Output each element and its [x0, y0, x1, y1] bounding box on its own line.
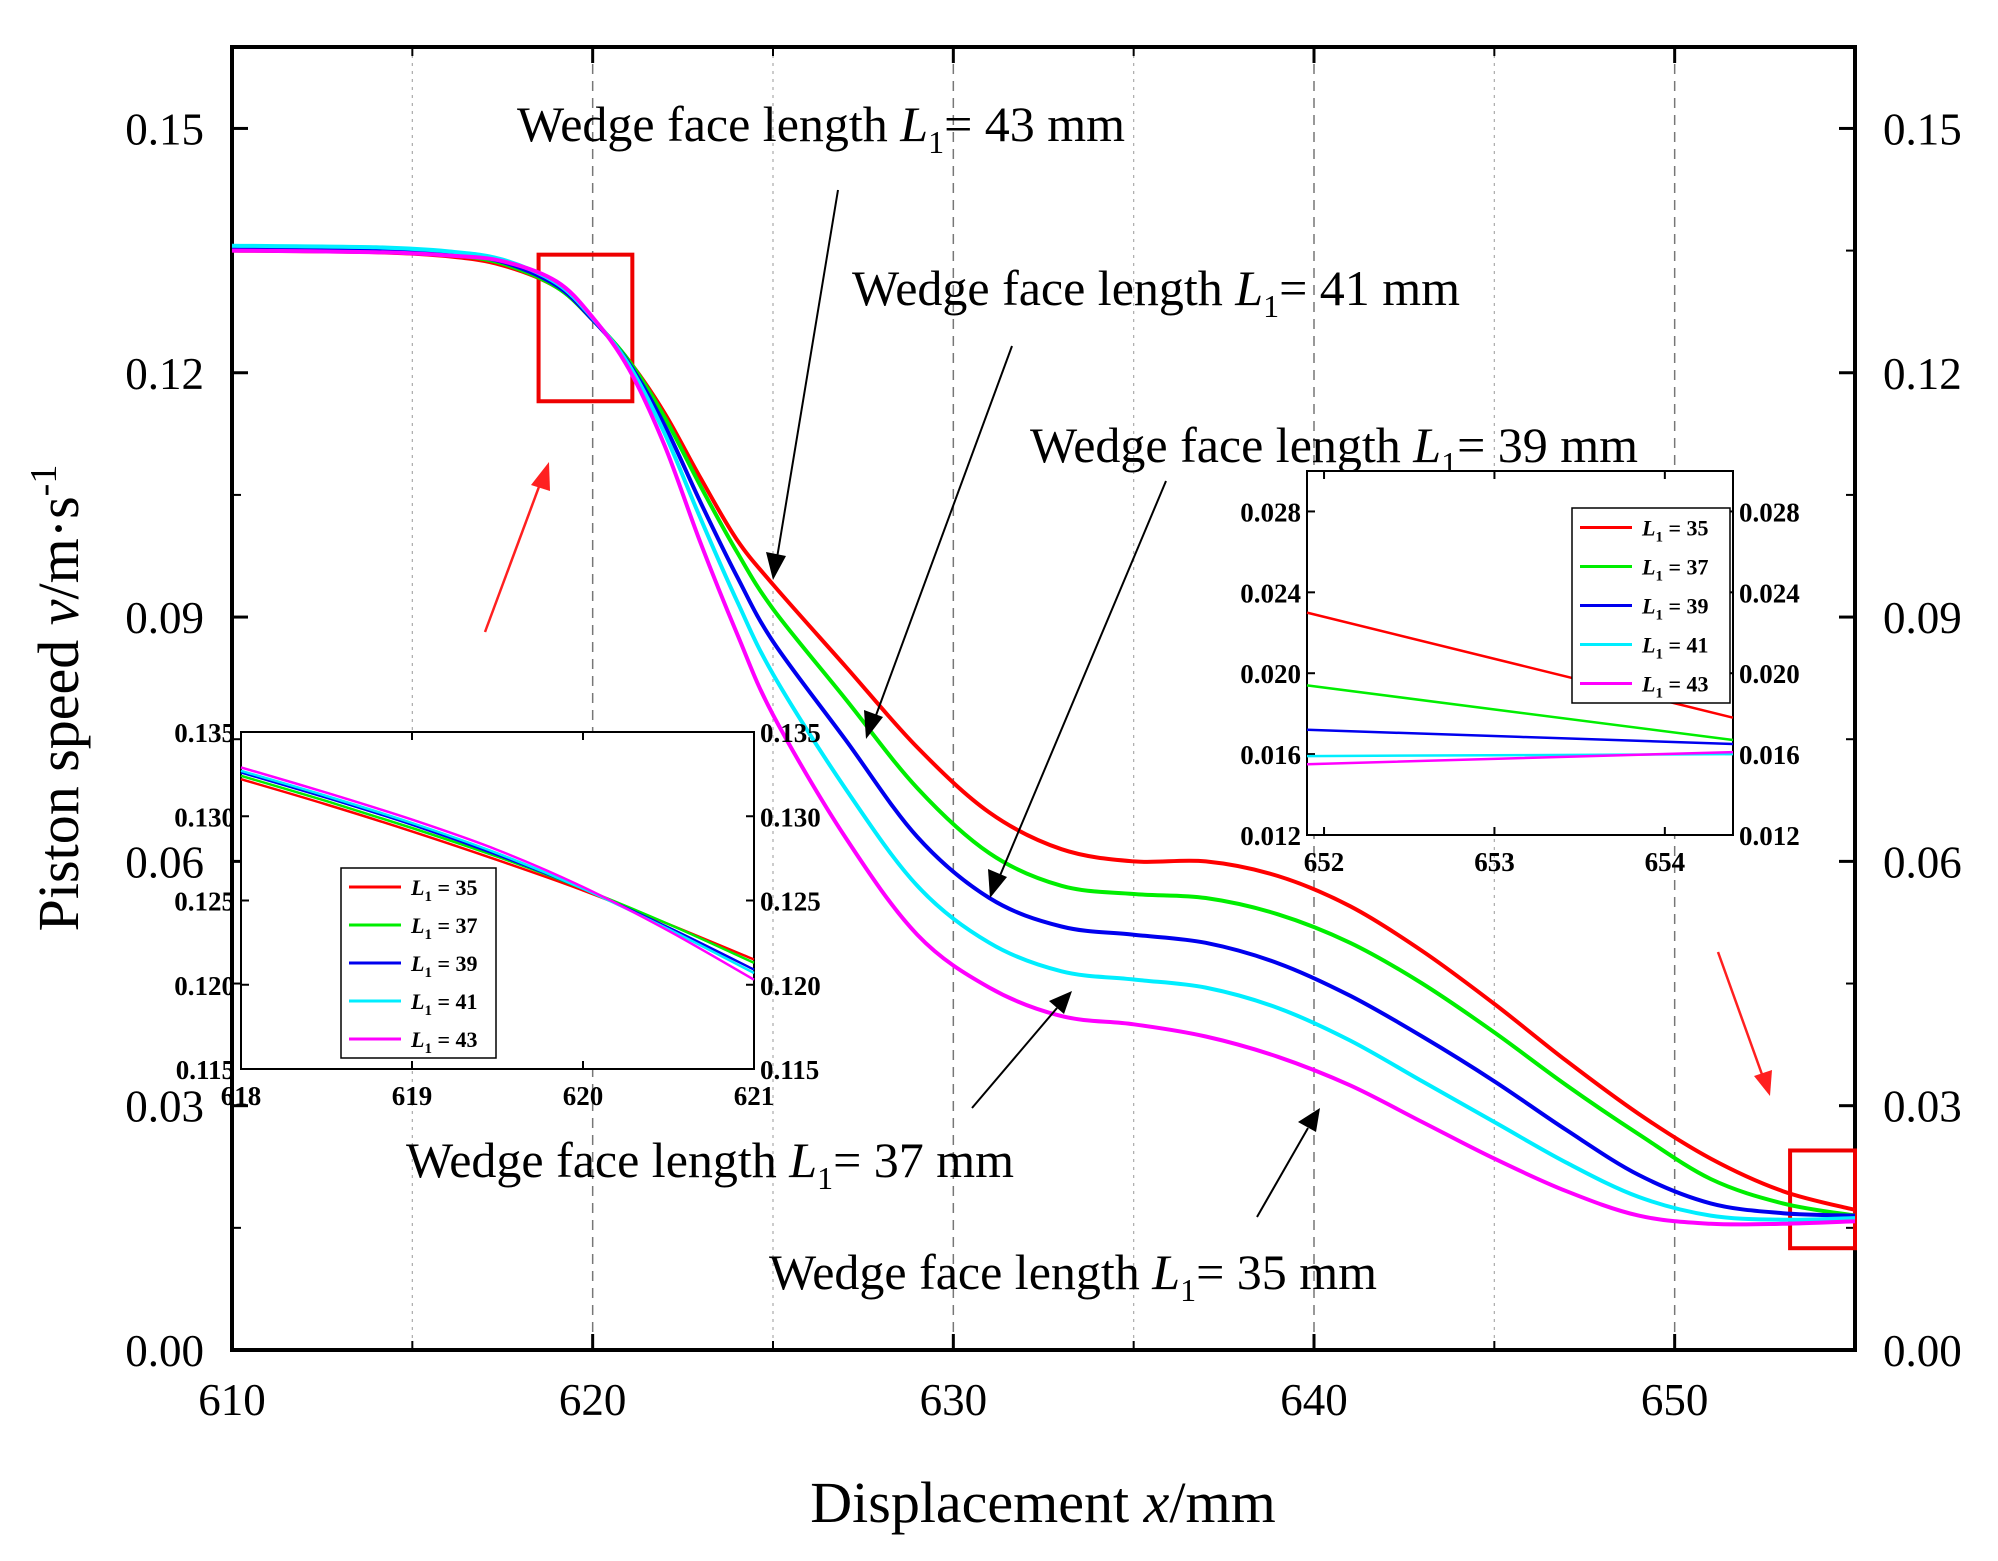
left-inset-x-tick-label-2: 620: [563, 1081, 604, 1111]
annotation-arrow-37: [971, 991, 1072, 1109]
annotation-label-41: Wedge face length L1= 41 mm: [852, 260, 1460, 324]
series-line-5: [231, 248, 1856, 1227]
left-inset-series-4: [240, 769, 755, 975]
main-series-lines: [231, 243, 1856, 1227]
right-inset-legend-label-5: L1 = 43: [1641, 672, 1709, 702]
x-tick-label-640: 640: [1280, 1375, 1348, 1425]
plot-frame: [230, 45, 1857, 1352]
right-inset-y-tick-label-right-0: 0.012: [1739, 821, 1800, 851]
y-tick-label-left-5: 0.15: [125, 104, 204, 154]
annotation-label-39: Wedge face length L1= 39 mm: [1030, 417, 1638, 481]
x-axis-title: Displacement x/mm: [810, 1470, 1275, 1535]
right-inset-series-5: [1306, 750, 1734, 766]
right-inset-series-1: [1306, 611, 1734, 719]
right-inset-y-tick-label-left-0: 0.012: [1240, 821, 1301, 851]
red-arrow-left: [483, 462, 550, 633]
right-inset-legend-label-3: L1 = 39: [1641, 594, 1709, 624]
zoom-box-right: [1788, 1148, 1857, 1251]
left-inset-series-2: [240, 774, 755, 964]
left-inset-series-3: [240, 771, 755, 971]
left-inset-y-tick-label-left-1: 0.120: [174, 971, 235, 1001]
right-inset-y-tick-label-right-1: 0.016: [1739, 740, 1800, 770]
right-inset-y-tick-label-right-3: 0.024: [1739, 578, 1800, 608]
left-inset-y-tick-label-right-1: 0.120: [760, 971, 821, 1001]
left-inset-y-tick-label-right-2: 0.125: [760, 887, 821, 917]
zoom-box-left: [536, 252, 635, 404]
right-inset-legend-label-2: L1 = 37: [1641, 555, 1709, 585]
right-inset-legend-label-4: L1 = 41: [1641, 633, 1709, 663]
x-tick-label-610: 610: [198, 1375, 266, 1425]
left-inset-legend-label-1: L1 = 35: [410, 875, 478, 905]
y-tick-label-right-1: 0.03: [1883, 1082, 1962, 1132]
right-inset-x-tick-label-1: 653: [1474, 847, 1515, 877]
right-inset-y-tick-label-left-4: 0.028: [1240, 497, 1301, 527]
annotation-label-43: Wedge face length L1= 43 mm: [517, 96, 1125, 160]
left-inset-legend-label-5: L1 = 43: [410, 1027, 478, 1057]
left-inset-legend-label-3: L1 = 39: [410, 951, 478, 981]
x-tick-label-620: 620: [559, 1375, 627, 1425]
left-inset-y-tick-label-right-4: 0.135: [760, 718, 821, 748]
y-tick-label-left-4: 0.12: [125, 349, 204, 399]
right-inset-y-tick-label-right-4: 0.028: [1739, 497, 1800, 527]
left-inset-y-tick-label-right-0: 0.115: [760, 1055, 819, 1085]
right-inset-y-tick-label-right-2: 0.020: [1739, 659, 1800, 689]
y-tick-label-left-1: 0.03: [125, 1082, 204, 1132]
y-tick-label-right-5: 0.15: [1883, 104, 1962, 154]
annotation-label-35: Wedge face length L1= 35 mm: [769, 1244, 1377, 1308]
x-tick-label-630: 630: [920, 1375, 988, 1425]
y-tick-label-left-2: 0.06: [125, 837, 204, 887]
y-tick-label-right-3: 0.09: [1883, 593, 1962, 643]
right-inset-series-2: [1306, 684, 1734, 742]
inset-left-frame: [240, 731, 755, 1070]
inset-right: 652 653 654 0.012 0.012 0.016 0.016 0.020 0.020 0…: [1240, 470, 1800, 877]
x-tick-label-650: 650: [1641, 1375, 1709, 1425]
y-tick-label-left-3: 0.09: [125, 593, 204, 643]
right-inset-y-tick-label-left-2: 0.020: [1240, 659, 1301, 689]
y-tick-label-left-0: 0.00: [125, 1326, 204, 1376]
left-inset-y-tick-label-right-3: 0.130: [760, 802, 821, 832]
annotation-arrow-43: [766, 189, 839, 580]
right-inset-x-tick-label-2: 654: [1645, 847, 1686, 877]
left-inset-legend-label-4: L1 = 41: [410, 989, 478, 1019]
y-tick-label-right-0: 0.00: [1883, 1326, 1962, 1376]
y-tick-label-right-2: 0.06: [1883, 837, 1962, 887]
red-arrow-right: [1716, 951, 1772, 1096]
left-inset-legend-label-2: L1 = 37: [410, 913, 478, 943]
right-inset-y-tick-label-left-3: 0.024: [1240, 578, 1301, 608]
annotation-label-37: Wedge face length L1= 37 mm: [406, 1132, 1014, 1196]
left-inset-y-tick-label-left-2: 0.125: [174, 887, 235, 917]
left-inset-series-5: [240, 766, 755, 981]
left-inset-y-tick-label-left-4: 0.135: [174, 718, 235, 748]
annotation-arrow-35: [1256, 1108, 1320, 1218]
right-inset-y-tick-label-left-1: 0.016: [1240, 740, 1301, 770]
left-inset-x-tick-label-1: 619: [392, 1081, 433, 1111]
y-tick-label-right-4: 0.12: [1883, 349, 1962, 399]
left-inset-y-tick-label-left-0: 0.115: [176, 1055, 235, 1085]
left-inset-x-tick-label-3: 621: [734, 1081, 775, 1111]
y-axis-title: Piston speed v/m·s-1: [23, 465, 91, 932]
annotation-arrow-39: [988, 480, 1167, 898]
right-inset-series-3: [1306, 728, 1734, 746]
right-inset-x-tick-label-0: 652: [1304, 847, 1345, 877]
annotation-arrow-41: [864, 345, 1013, 739]
left-inset-y-tick-label-left-3: 0.130: [174, 802, 235, 832]
zoom-boxes: [536, 252, 1857, 1251]
right-inset-legend-label-1: L1 = 35: [1641, 516, 1709, 546]
left-inset-x-tick-label-0: 618: [221, 1081, 262, 1111]
